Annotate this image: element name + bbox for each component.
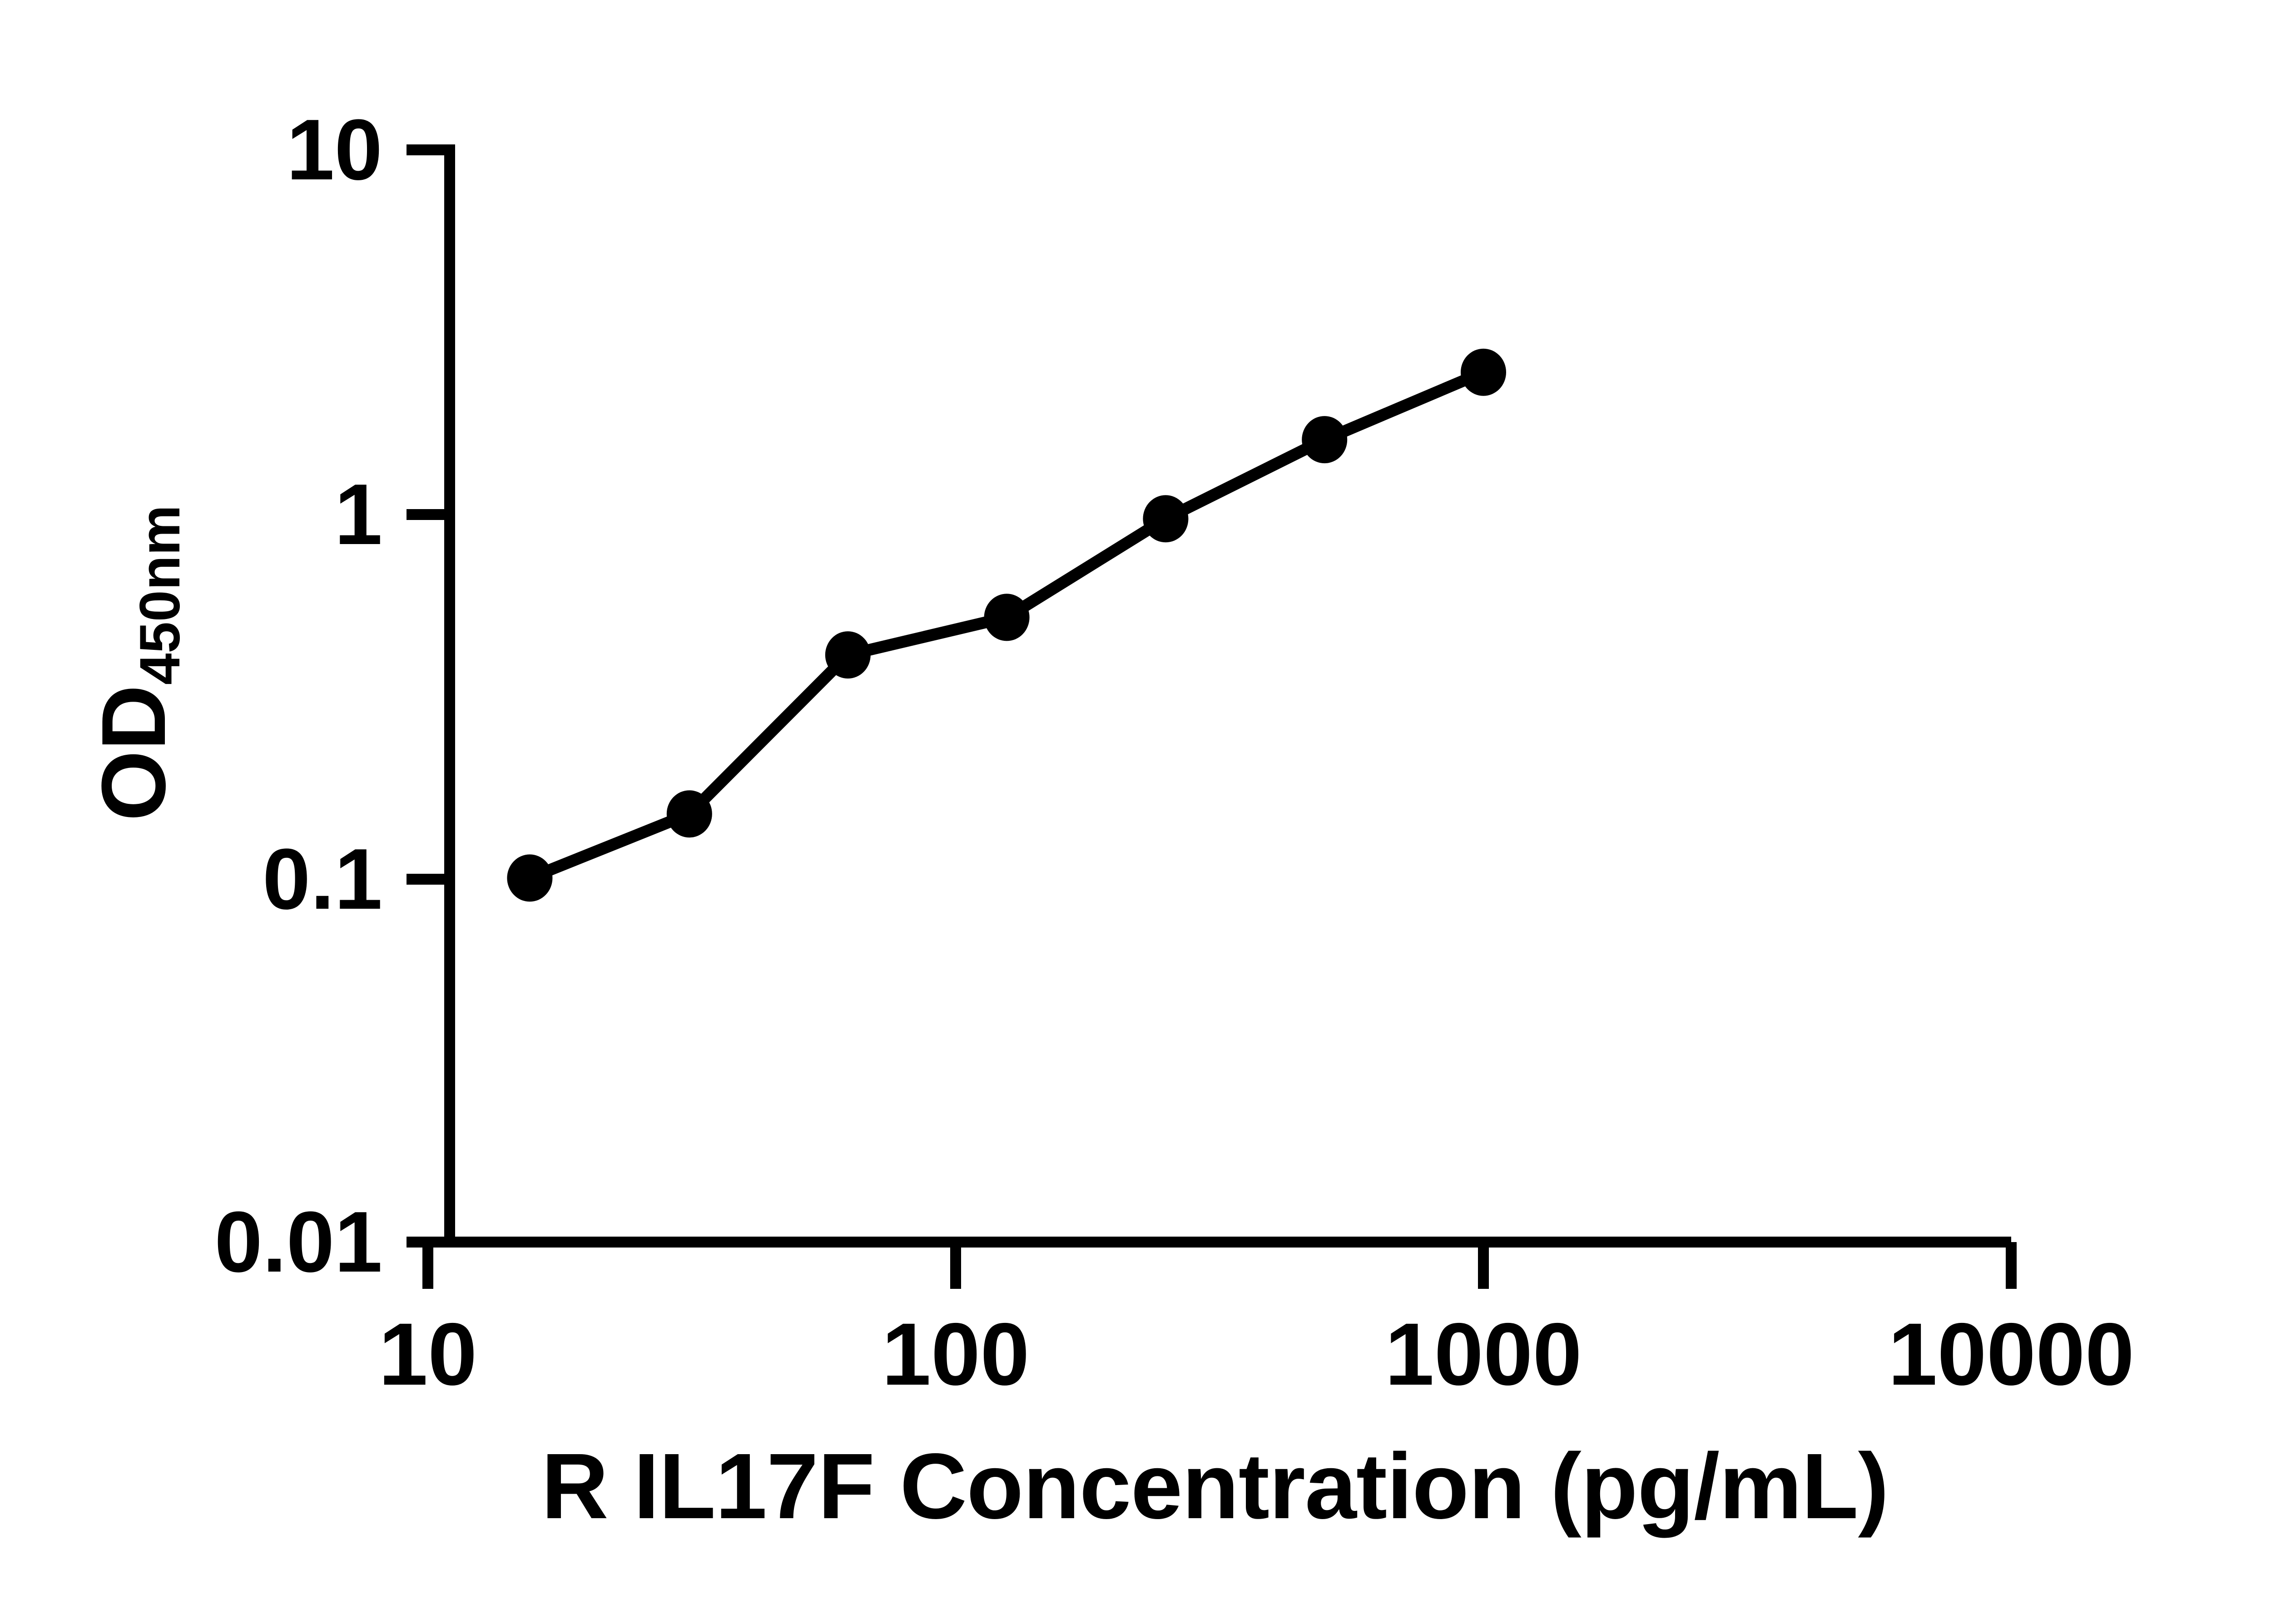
- data-point-marker: [984, 594, 1030, 641]
- y-axis-ticks: [407, 144, 450, 1248]
- data-point-marker: [825, 631, 871, 679]
- data-point-marker: [1302, 416, 1348, 464]
- x-tick-label-100: 100: [882, 1305, 1030, 1404]
- x-axis-title: R IL17F Concentration (pg/mL): [541, 1434, 1889, 1538]
- x-tick-label-10000: 10000: [1888, 1305, 2135, 1404]
- y-tick-label-10: 10: [286, 102, 382, 198]
- x-axis-ticks: [422, 1242, 2017, 1289]
- y-axis-title-main: OD: [83, 685, 184, 822]
- data-point-marker: [507, 854, 553, 902]
- y-axis-title-subscript: 450nm: [129, 505, 192, 685]
- x-tick-label-1000: 1000: [1385, 1305, 1582, 1404]
- data-point-marker: [1143, 495, 1189, 543]
- data-point-marker: [666, 790, 712, 838]
- y-tick-label-1: 1: [334, 466, 382, 563]
- data-point-marker: [1461, 348, 1506, 396]
- y-tick-label-0-01: 0.01: [214, 1194, 382, 1290]
- x-tick-label-10: 10: [378, 1305, 477, 1404]
- y-tick-label-0-1: 0.1: [262, 831, 382, 927]
- data-point-markers: [507, 348, 1506, 902]
- y-axis-title: OD450nm: [77, 459, 192, 867]
